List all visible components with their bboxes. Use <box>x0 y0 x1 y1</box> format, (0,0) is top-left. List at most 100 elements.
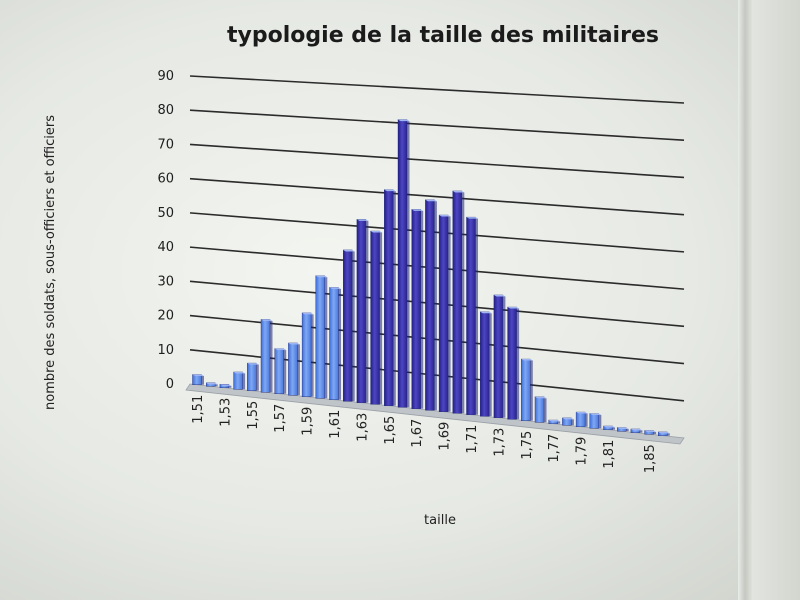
chart-floor <box>185 383 685 445</box>
gridline <box>189 246 685 290</box>
bar-top <box>247 363 259 365</box>
bar-side <box>283 350 287 394</box>
bar <box>301 312 312 397</box>
bar-side <box>338 288 341 400</box>
bar <box>233 371 243 390</box>
x-tick-label: 1,73 <box>492 428 507 457</box>
bar <box>521 358 531 421</box>
gridline <box>189 177 685 216</box>
bar-side <box>379 232 383 405</box>
x-tick-label: 1,85 <box>643 444 658 473</box>
bar-side <box>297 344 300 396</box>
chart-floor-plane <box>185 383 685 445</box>
y-tick-label: 0 <box>166 377 174 392</box>
gridline <box>189 143 685 179</box>
bar-side <box>461 192 465 414</box>
x-tick-label: 1,71 <box>465 425 480 454</box>
y-tick-label: 30 <box>157 274 174 289</box>
bar-top <box>261 319 273 321</box>
bar-top <box>425 199 437 202</box>
bar-side <box>407 121 410 408</box>
y-tick-label: 50 <box>157 206 174 221</box>
bar-side <box>544 398 547 423</box>
bar-top <box>452 190 465 193</box>
x-tick-label: 1,51 <box>191 395 206 424</box>
bar-top <box>548 420 561 422</box>
bar-top <box>233 372 246 374</box>
bar <box>384 189 394 406</box>
gridline <box>189 280 685 328</box>
bar-side <box>489 313 492 417</box>
bar-side <box>626 429 629 432</box>
bar <box>260 319 271 393</box>
bar-side <box>639 430 643 433</box>
bar-top <box>370 231 383 233</box>
y-tick-label: 80 <box>157 103 174 118</box>
bar-top <box>411 209 424 211</box>
bar-top <box>206 382 218 385</box>
bar <box>356 219 367 403</box>
x-tick-label: 1,55 <box>246 401 261 430</box>
bar-top <box>274 348 287 351</box>
sheet-edge <box>738 0 752 600</box>
bar-side <box>311 314 314 397</box>
x-tick-label: 1,79 <box>575 437 590 466</box>
bar <box>397 119 408 408</box>
x-tick-label: 1,69 <box>438 422 453 451</box>
x-tick-label: 1,67 <box>410 419 425 448</box>
bar-top <box>658 431 670 434</box>
bar-side <box>475 218 478 415</box>
x-tick-label: 1,81 <box>602 440 617 469</box>
y-tick-label: 90 <box>157 69 174 84</box>
bar <box>343 249 353 402</box>
bar-top <box>507 307 520 309</box>
bar-side <box>530 360 533 421</box>
y-tick-label: 60 <box>157 172 174 187</box>
bar <box>288 342 298 396</box>
window-margin <box>752 0 800 600</box>
x-tick-label: 1,57 <box>273 404 288 433</box>
bar <box>370 230 380 405</box>
bar-top <box>644 430 657 432</box>
bar-top <box>384 189 396 192</box>
bar-top <box>343 249 355 252</box>
bar-side <box>393 191 396 406</box>
bars <box>192 119 670 436</box>
bar-side <box>448 216 451 412</box>
bar-side <box>420 210 424 409</box>
bar-top <box>562 417 574 420</box>
bar <box>438 214 449 412</box>
bar-side <box>598 415 602 429</box>
bar-side <box>256 364 259 391</box>
bar <box>575 411 586 427</box>
bar-side <box>612 427 615 430</box>
x-tick-label: 1,53 <box>218 398 233 427</box>
bar-side <box>365 220 369 403</box>
bar-top <box>466 217 478 219</box>
chart-title: typologie de la taille des militaires <box>227 23 659 48</box>
x-tick-label: 1,59 <box>301 407 316 436</box>
bar-top <box>219 384 232 386</box>
bar-top <box>315 275 328 278</box>
bar-side <box>324 277 328 399</box>
x-tick-label: 1,77 <box>547 434 562 463</box>
bar-top <box>439 215 451 217</box>
bar-side <box>667 433 670 436</box>
gridline <box>189 75 685 104</box>
bar <box>192 374 202 385</box>
bar-side <box>270 320 273 393</box>
bar <box>411 209 421 409</box>
y-tick-label: 70 <box>157 137 174 152</box>
y-tick-label: 40 <box>157 240 174 255</box>
y-axis-label: nombre des soldats, sous-officiers et of… <box>43 115 58 410</box>
bar-top <box>521 359 533 361</box>
bar-side <box>228 385 232 388</box>
bar-top <box>630 428 643 431</box>
bar-top <box>493 294 506 297</box>
x-axis-ticks: 1,51 1,53 1,55 1,57 1,59 1,61 1,63 1,65 1,67 1,69… <box>191 395 658 473</box>
x-tick-label: 1,65 <box>383 416 398 445</box>
bar-top <box>617 427 629 430</box>
x-tick-label: 1,75 <box>520 431 535 460</box>
bar-side <box>585 413 588 427</box>
bar-top <box>356 219 369 221</box>
